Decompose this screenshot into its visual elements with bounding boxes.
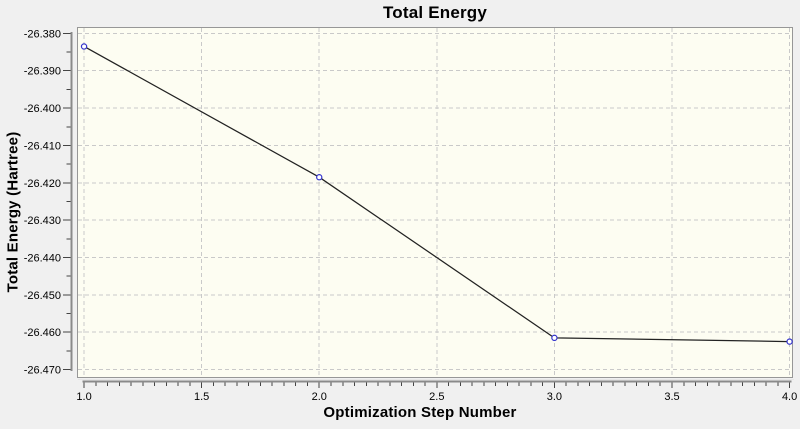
y-tick-label: -26.440 bbox=[24, 253, 61, 265]
data-point-marker bbox=[786, 338, 793, 345]
plot-canvas bbox=[77, 27, 793, 378]
y-tick-label: -26.470 bbox=[24, 365, 61, 377]
x-tick-label: 2.0 bbox=[312, 391, 327, 403]
x-tick-label: 2.5 bbox=[429, 391, 444, 403]
x-tick-label: 3.0 bbox=[547, 391, 562, 403]
x-tick-label: 1.0 bbox=[76, 391, 91, 403]
y-tick-label: -26.450 bbox=[24, 290, 61, 302]
y-tick-label: -26.400 bbox=[24, 103, 61, 115]
data-point-marker bbox=[551, 334, 558, 342]
x-tick-label: 3.5 bbox=[664, 391, 679, 403]
y-tick-label: -26.380 bbox=[24, 28, 61, 40]
y-tick-label: -26.430 bbox=[24, 215, 61, 227]
x-tick-label: 4.0 bbox=[782, 391, 797, 403]
y-tick-label: -26.410 bbox=[24, 140, 61, 152]
y-tick-label: -26.460 bbox=[24, 327, 61, 339]
y-tick-label: -26.420 bbox=[24, 178, 61, 190]
y-tick-label: -26.390 bbox=[24, 66, 61, 78]
canvas-frame bbox=[77, 27, 793, 378]
x-axis-title: Optimization Step Number bbox=[323, 404, 517, 421]
chart-title: Total Energy bbox=[382, 3, 488, 22]
data-point-marker bbox=[316, 174, 323, 181]
energy-line bbox=[83, 45, 790, 343]
data-point-marker bbox=[80, 43, 88, 50]
x-tick-label: 1.5 bbox=[194, 391, 209, 403]
